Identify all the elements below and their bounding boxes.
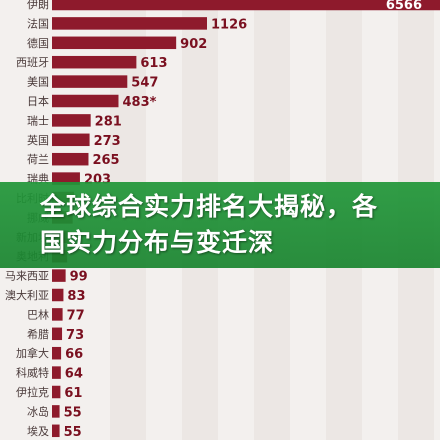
value-label: 66 <box>65 347 83 362</box>
bar <box>52 114 91 127</box>
category-label: 瑞士 <box>27 113 49 127</box>
title-banner: 全球综合实力排名大揭秘，各国实力分布与变迁深 <box>0 182 440 268</box>
category-label: 科威特 <box>16 366 49 380</box>
bar <box>52 133 90 147</box>
category-label: 日本 <box>27 94 49 108</box>
value-label: 281 <box>95 114 122 129</box>
value-label: 64 <box>65 367 83 382</box>
value-label: 265 <box>92 153 119 168</box>
bar <box>52 288 64 302</box>
bar <box>52 366 61 379</box>
category-label: 伊拉克 <box>16 385 49 399</box>
value-label: 99 <box>70 270 88 285</box>
value-label: 1126 <box>211 17 247 32</box>
bar <box>52 0 440 11</box>
value-label: 483* <box>122 95 156 110</box>
bar <box>52 327 63 341</box>
value-label: 55 <box>64 425 82 440</box>
value-label: 77 <box>67 308 85 323</box>
banner-text: 全球综合实力排名大揭秘，各国实力分布与变迁深 <box>40 192 379 257</box>
category-label: 马来西亚 <box>5 270 49 283</box>
bar <box>52 172 80 185</box>
category-label: 巴林 <box>27 307 49 321</box>
bar <box>52 308 63 321</box>
value-label: 61 <box>64 386 82 401</box>
value-label: 83 <box>67 289 85 304</box>
category-label: 伊朗 <box>27 0 49 11</box>
bar <box>52 385 61 399</box>
category-label: 西班牙 <box>16 56 49 69</box>
category-label: 澳大利亚 <box>5 288 49 302</box>
bar <box>52 269 66 282</box>
bar <box>52 152 89 166</box>
value-label: 273 <box>94 134 121 149</box>
category-label: 冰岛 <box>27 404 49 418</box>
value-label: 902 <box>180 37 207 52</box>
bar <box>52 346 62 360</box>
category-label: 法国 <box>27 16 49 30</box>
category-label: 加拿大 <box>16 346 49 360</box>
bar <box>52 55 137 69</box>
category-label: 荷兰 <box>27 153 49 166</box>
category-label: 希腊 <box>27 327 49 341</box>
value-label: 547 <box>131 76 158 91</box>
category-label: 美国 <box>27 76 49 89</box>
bar <box>52 405 60 418</box>
category-label: 英国 <box>27 133 49 147</box>
value-label: 6566 <box>386 0 422 13</box>
bar <box>52 75 128 88</box>
value-label: 73 <box>66 328 84 343</box>
category-label: 德国 <box>27 36 49 50</box>
bar <box>52 94 119 108</box>
bar <box>52 36 177 50</box>
value-label: 613 <box>140 56 167 71</box>
bar <box>52 17 207 30</box>
category-label: 埃及 <box>27 424 49 438</box>
value-label: 55 <box>64 405 82 420</box>
bar <box>52 424 60 438</box>
